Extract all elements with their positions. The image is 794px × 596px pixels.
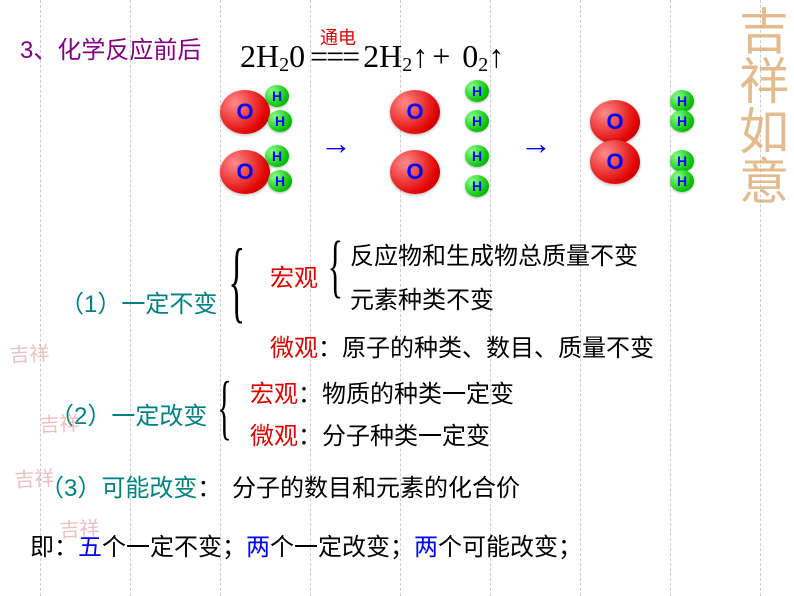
molecule-diagram: O H H O H H → O O H H H H → O O H H H H bbox=[200, 80, 760, 210]
s3-label: （3）可能改变： bbox=[40, 475, 228, 502]
s2-micro1: ：分子种类一定变 bbox=[298, 423, 490, 450]
o-atom: O bbox=[390, 90, 440, 134]
s1-macro2: 元素种类不变 bbox=[350, 284, 494, 319]
h-atom: H bbox=[268, 110, 292, 132]
stamp-icon: 吉祥 bbox=[9, 344, 51, 386]
stamp-icon: 吉祥 bbox=[39, 414, 81, 456]
eq-r1-sub: 2 bbox=[402, 54, 412, 76]
h-atom: H bbox=[265, 85, 289, 107]
h-atom: H bbox=[670, 90, 694, 112]
brace-icon: { bbox=[217, 355, 231, 459]
eq-condition: 通电 bbox=[320, 24, 356, 50]
arrow-icon: → bbox=[320, 125, 352, 162]
h-atom: H bbox=[465, 145, 489, 167]
s2-macro-row: 宏观：物质的种类一定变 bbox=[250, 378, 514, 413]
o-atom: O bbox=[390, 150, 440, 194]
content: （1）一定不变 { 宏观 { 反应物和生成物总质量不变 元素种类不变 微观：原子… bbox=[30, 240, 774, 572]
s2-macro: 宏观 bbox=[250, 381, 298, 408]
brace-icon: { bbox=[228, 217, 245, 349]
s1-macro1: 反应物和生成物总质量不变 bbox=[350, 240, 638, 275]
s3-text: 分子的数目和元素的化合价 bbox=[232, 475, 520, 502]
s1-micro-row: 微观：原子的种类、数目、质量不变 bbox=[270, 332, 654, 367]
o-atom: O bbox=[590, 100, 640, 144]
s1-micro1: ：原子的种类、数目、质量不变 bbox=[318, 335, 654, 362]
h-atom: H bbox=[268, 170, 292, 192]
h-atom: H bbox=[670, 110, 694, 132]
eq-left: 2H bbox=[240, 38, 279, 74]
title-text: 化学反应前后 bbox=[57, 37, 201, 64]
h-atom: H bbox=[265, 145, 289, 167]
s2-micro: 微观 bbox=[250, 423, 298, 450]
title-num: 3、 bbox=[20, 37, 57, 64]
eq-left-sub: 2 bbox=[279, 54, 289, 76]
s2-micro-row: 微观：分子种类一定变 bbox=[250, 420, 490, 455]
eq-r1: 2H bbox=[363, 38, 402, 74]
eq-r2-sub: 2 bbox=[478, 54, 488, 76]
o-atom: O bbox=[590, 140, 640, 184]
h-atom: H bbox=[670, 150, 694, 172]
h-atom: H bbox=[670, 170, 694, 192]
h-atom: H bbox=[465, 110, 489, 132]
eq-arrow2: ↑ bbox=[488, 38, 504, 74]
equation: 通电 2H20 === 2H2↑ + 02↑ bbox=[240, 38, 504, 77]
arrow-icon: → bbox=[520, 125, 552, 162]
h-atom: H bbox=[465, 175, 489, 197]
eq-arrow1: ↑ bbox=[412, 38, 428, 74]
eq-plus: + bbox=[432, 38, 450, 74]
s2-macro1: ：物质的种类一定变 bbox=[298, 381, 514, 408]
summary: 即：五个一定不变；两个一定改变；两个可能改变； bbox=[30, 531, 774, 566]
h-atom: H bbox=[465, 80, 489, 102]
stamp-icon: 吉祥 bbox=[14, 469, 56, 511]
s1-label: （1）一定不变 bbox=[60, 288, 217, 323]
stamp-icon: 吉祥 bbox=[59, 519, 101, 561]
brace-icon: { bbox=[328, 215, 343, 317]
o-atom: O bbox=[220, 90, 270, 134]
eq-r2: 0 bbox=[462, 38, 478, 74]
s1-micro: 微观 bbox=[270, 335, 318, 362]
o-atom: O bbox=[220, 150, 270, 194]
s1-macro: 宏观 bbox=[270, 262, 318, 297]
eq-left-o: 0 bbox=[289, 38, 305, 74]
